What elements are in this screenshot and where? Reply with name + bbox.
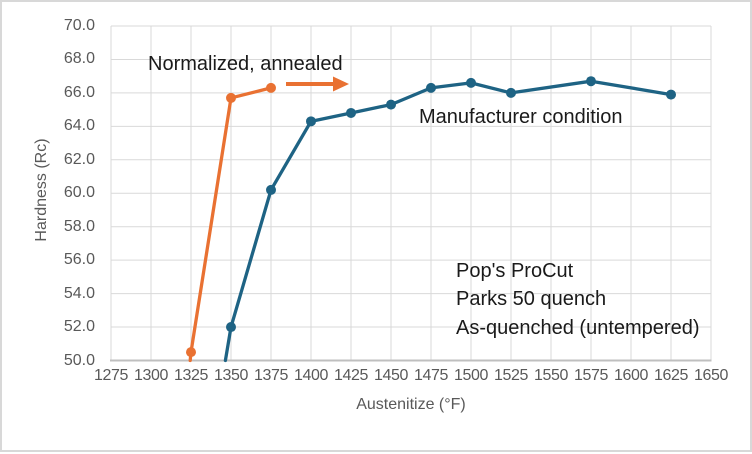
x-tick-label: 1650 bbox=[694, 367, 728, 384]
x-tick-label: 1375 bbox=[254, 367, 288, 384]
y-tick-label: 68.0 bbox=[63, 50, 95, 68]
x-tick-label: 1575 bbox=[574, 367, 608, 384]
x-tick-label: 1625 bbox=[654, 367, 688, 384]
x-axis-title: Austenitize (°F) bbox=[356, 396, 466, 413]
x-tick-label: 1400 bbox=[294, 367, 328, 384]
data-point-manufacturer-condition bbox=[586, 76, 596, 87]
annotation-text: Parks 50 quench bbox=[456, 288, 607, 310]
y-tick-label: 52.0 bbox=[63, 318, 95, 336]
y-tick-label: 70.0 bbox=[63, 17, 95, 34]
y-tick-label: 60.0 bbox=[63, 184, 95, 202]
data-point-manufacturer-condition bbox=[466, 77, 476, 88]
y-tick-label: 56.0 bbox=[63, 251, 95, 269]
x-tick-label: 1325 bbox=[174, 367, 208, 384]
data-point-manufacturer-condition bbox=[306, 116, 316, 127]
data-point-normalized-annealed bbox=[186, 347, 196, 358]
x-tick-label: 1600 bbox=[614, 367, 648, 384]
x-tick-label: 1550 bbox=[534, 367, 568, 384]
x-tick-label: 1450 bbox=[374, 367, 408, 384]
annotation-text: Normalized, annealed bbox=[148, 53, 343, 75]
annotation-text: Pop's ProCut bbox=[456, 260, 574, 282]
y-tick-label: 50.0 bbox=[63, 351, 95, 369]
data-point-manufacturer-condition bbox=[346, 107, 356, 118]
x-tick-label: 1350 bbox=[214, 367, 248, 384]
data-point-normalized-annealed bbox=[226, 92, 236, 103]
x-tick-label: 1475 bbox=[414, 367, 448, 384]
x-tick-label: 1425 bbox=[334, 367, 368, 384]
annotation-text: As-quenched (untempered) bbox=[456, 317, 700, 339]
y-axis-title: Hardness (Rc) bbox=[33, 138, 50, 242]
data-point-manufacturer-condition bbox=[426, 82, 436, 93]
y-tick-label: 58.0 bbox=[63, 217, 95, 235]
data-point-manufacturer-condition bbox=[386, 99, 396, 110]
y-tick-label: 66.0 bbox=[63, 83, 95, 101]
y-tick-label: 54.0 bbox=[63, 284, 95, 302]
y-tick-label: 62.0 bbox=[63, 150, 95, 168]
x-tick-label: 1275 bbox=[94, 367, 128, 384]
data-point-manufacturer-condition bbox=[226, 322, 236, 333]
x-tick-label: 1525 bbox=[494, 367, 528, 384]
data-point-manufacturer-condition bbox=[506, 87, 516, 98]
x-tick-label: 1300 bbox=[134, 367, 168, 384]
x-tick-label: 1500 bbox=[454, 367, 488, 384]
data-point-manufacturer-condition bbox=[266, 184, 276, 195]
data-point-normalized-annealed bbox=[266, 82, 276, 93]
data-point-manufacturer-condition bbox=[666, 89, 676, 100]
y-tick-label: 64.0 bbox=[63, 117, 95, 135]
annotation-arrow-head bbox=[333, 76, 349, 92]
annotation-text: Manufacturer condition bbox=[419, 106, 623, 128]
